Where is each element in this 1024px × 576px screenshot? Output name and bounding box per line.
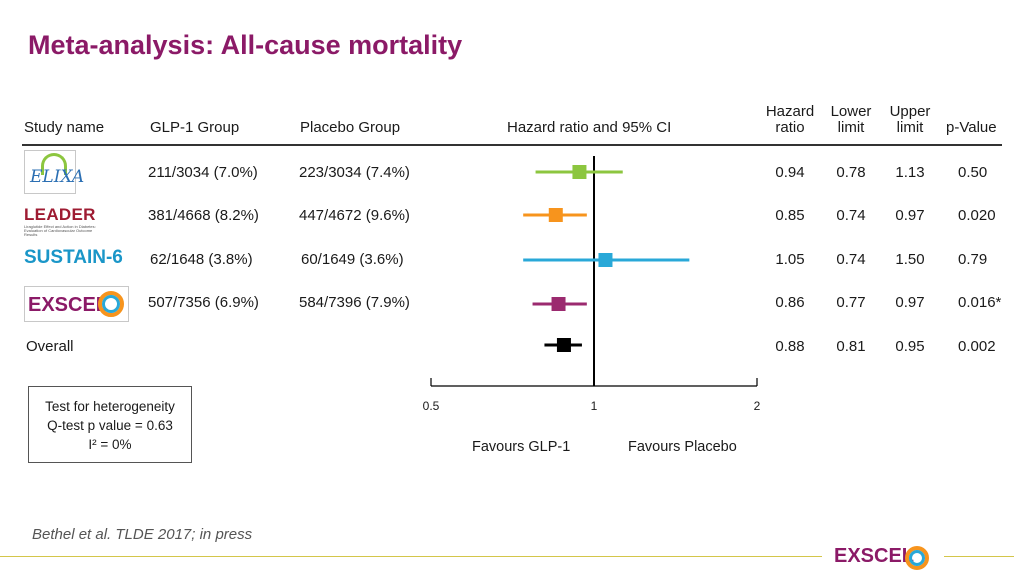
hr-marker-sustain-6 — [598, 253, 613, 267]
placebo-cell: 223/3034 (7.4%) — [299, 164, 410, 181]
pvalue-cell: 0.016* — [958, 294, 1002, 311]
footer-inner-ring-icon — [909, 550, 925, 566]
placebo-cell: 60/1649 (3.6%) — [301, 251, 404, 268]
footer-ring-icon — [905, 546, 929, 570]
heterogeneity-q-test: Q-test p value = 0.63 — [47, 418, 173, 433]
lower-cell: 0.74 — [836, 251, 866, 268]
glp1-cell: 62/1648 (3.8%) — [150, 251, 253, 268]
leader-logo-subtitle-2: Evaluation of Cardiovascular Outcome Res… — [24, 228, 93, 237]
footer-exscel-logo: EXSCEL — [834, 545, 914, 568]
glp1-cell: 211/3034 (7.0%) — [148, 164, 258, 181]
glp1-cell: 507/7356 (6.9%) — [148, 294, 259, 311]
header-upper-limit-line1: Upper — [889, 103, 931, 120]
header-hazard-ratio-line1: Hazard — [765, 103, 815, 120]
header-hazard-ratio-line2: ratio — [775, 119, 805, 136]
favours-glp1-label: Favours GLP-1 — [472, 439, 571, 455]
page-title: Meta-analysis: All-cause mortality — [28, 30, 463, 60]
glp1-cell: 381/4668 (8.2%) — [148, 207, 259, 224]
x-tick-label: 2 — [754, 399, 761, 413]
leader-logo: LEADER Liraglutide Effect and Action in … — [24, 205, 104, 237]
upper-cell: 1.50 — [895, 251, 925, 268]
header-lower-limit-line2: limit — [837, 119, 865, 136]
lower-cell: 0.78 — [836, 164, 866, 181]
placebo-cell: 584/7396 (7.9%) — [299, 294, 410, 311]
header-divider — [22, 144, 1002, 146]
overall-label: Overall — [26, 338, 74, 355]
hr-cell: 1.05 — [775, 251, 805, 268]
elixa-logo: ELIXA — [24, 150, 84, 194]
header-placebo: Placebo Group — [300, 119, 401, 136]
footer-divider-right — [944, 556, 1014, 557]
header-glp1: GLP-1 Group — [150, 119, 240, 136]
upper-cell: 0.97 — [895, 294, 925, 311]
header-study: Study name — [24, 119, 105, 136]
hr-marker-overall — [556, 338, 571, 352]
x-tick-label: 0.5 — [423, 399, 440, 413]
upper-cell: 0.95 — [895, 338, 925, 355]
leader-logo-text: LEADER — [24, 205, 96, 224]
lower-cell: 0.74 — [836, 207, 866, 224]
heterogeneity-box: Test for heterogeneity Q-test p value = … — [28, 386, 192, 463]
footer-logo-text: EXSCEL — [834, 545, 915, 567]
heterogeneity-i2: I² = 0% — [88, 437, 132, 452]
header-hazard-ratio: Hazard ratio — [760, 104, 820, 136]
lower-cell: 0.77 — [836, 294, 866, 311]
footer-divider-left — [0, 556, 822, 557]
favours-placebo-label: Favours Placebo — [628, 439, 737, 455]
elixa-swirl-icon — [41, 153, 67, 175]
placebo-cell: 447/4672 (9.6%) — [299, 207, 410, 224]
pvalue-cell: 0.79 — [958, 251, 988, 268]
header-lower-limit: Lower limit — [821, 104, 881, 136]
exscel-ring-icon — [98, 291, 124, 317]
upper-cell: 0.97 — [895, 207, 925, 224]
sustain6-logo: SUSTAIN-6 — [24, 247, 123, 268]
pvalue-cell: 0.50 — [958, 164, 988, 181]
leader-logo-subtitle-1: Liraglutide Effect and Action in Diabete… — [24, 224, 96, 229]
header-plot: Hazard ratio and 95% CI — [507, 119, 672, 136]
pvalue-cell: 0.002 — [958, 338, 996, 355]
heterogeneity-title: Test for heterogeneity — [45, 399, 175, 414]
header-upper-limit-line2: limit — [896, 119, 924, 136]
elixa-logo-text: ELIXA — [30, 167, 85, 187]
exscel-logo-text: EXSCEL — [28, 294, 109, 316]
upper-cell: 1.13 — [895, 164, 925, 181]
hr-cell: 0.86 — [775, 294, 805, 311]
hr-marker-exscel — [551, 297, 566, 311]
lower-cell: 0.81 — [836, 338, 866, 355]
pvalue-cell: 0.020 — [958, 207, 996, 224]
header-lower-limit-line1: Lower — [830, 103, 872, 120]
hr-cell: 0.94 — [775, 164, 805, 181]
hr-cell: 0.85 — [775, 207, 805, 224]
hr-cell: 0.88 — [775, 338, 805, 355]
header-upper-limit: Upper limit — [880, 104, 940, 136]
x-tick-label: 1 — [591, 399, 598, 413]
exscel-inner-ring-icon — [102, 295, 120, 313]
hr-marker-elixa — [572, 165, 587, 179]
header-pvalue: p-Value — [946, 119, 997, 136]
citation-footnote: Bethel et al. TLDE 2017; in press — [32, 526, 253, 543]
hr-marker-leader — [548, 208, 563, 222]
exscel-logo: EXSCEL — [24, 286, 129, 322]
